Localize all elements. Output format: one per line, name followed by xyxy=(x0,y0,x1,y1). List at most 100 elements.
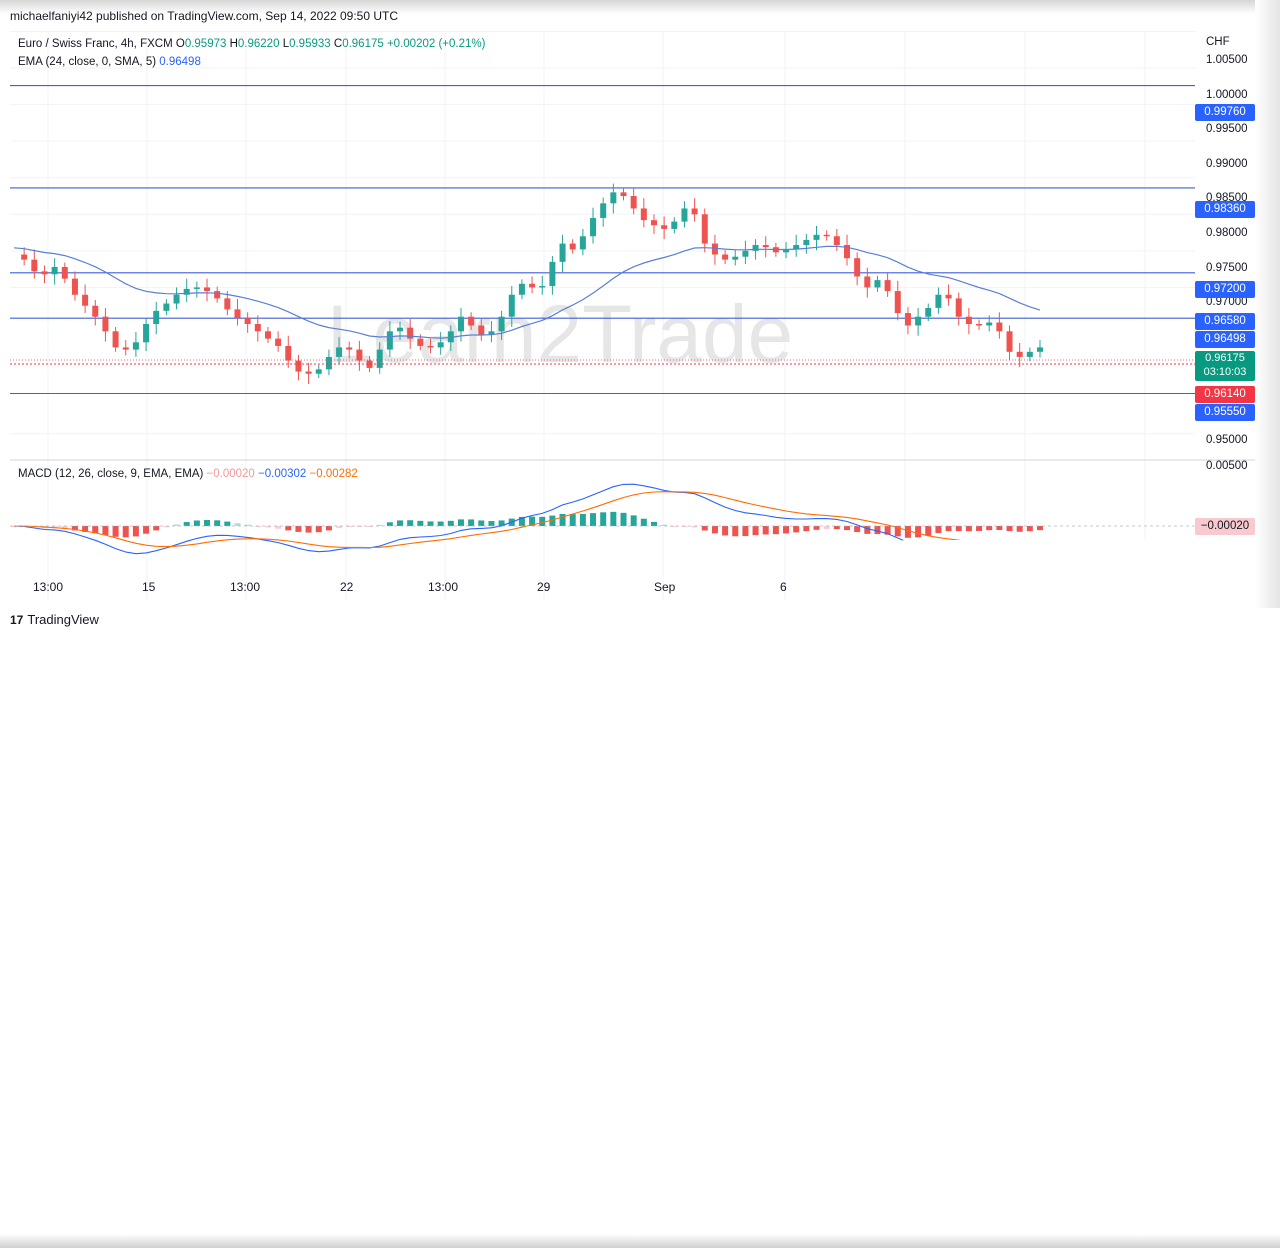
macd-bar xyxy=(823,526,830,529)
candle-body xyxy=(1016,351,1023,357)
macd-bar xyxy=(1006,526,1013,532)
macd-bar xyxy=(529,516,536,526)
macd-bar xyxy=(803,526,810,532)
time-tick: 15 xyxy=(142,580,156,594)
macd-bar xyxy=(711,526,718,534)
horizontal-levels xyxy=(10,85,1195,395)
candle-body xyxy=(224,298,231,310)
macd-bar xyxy=(610,511,617,526)
macd-bar xyxy=(234,523,241,526)
macd-bar xyxy=(447,520,454,526)
candle-body xyxy=(579,236,586,250)
signal-line xyxy=(13,491,1041,551)
time-tick: 22 xyxy=(340,580,354,594)
candle-body xyxy=(640,208,647,221)
candle-body xyxy=(630,196,637,209)
macd-bar xyxy=(183,522,190,526)
candle-body xyxy=(935,294,942,308)
macd-bar xyxy=(417,520,424,526)
tradingview-logo[interactable]: 17 TradingView xyxy=(10,612,99,627)
macd-bar xyxy=(752,526,759,536)
time-tick: 13:00 xyxy=(230,580,261,594)
level-label-0.96580[interactable]: 0.96580 xyxy=(1195,313,1255,330)
macd-legend[interactable]: MACD (12, 26, close, 9, EMA, EMA) −0.000… xyxy=(18,468,358,480)
symbol-legend[interactable]: Euro / Swiss Franc, 4h, FXCM O0.95973 H0… xyxy=(18,38,485,50)
candle-body xyxy=(549,261,556,286)
macd-bar xyxy=(701,526,708,531)
bid-price-label[interactable]: 0.96140 xyxy=(1195,386,1255,403)
macd-bar xyxy=(772,526,779,535)
last-price-label[interactable]: 0.96175 03:10:03 xyxy=(1195,351,1255,381)
candle-body xyxy=(386,331,393,350)
macd-bar xyxy=(854,526,861,533)
macd-bar xyxy=(1026,526,1033,532)
candle-body xyxy=(254,324,261,332)
level-label-0.95550[interactable]: 0.95550 xyxy=(1195,404,1255,421)
low-value: 0.95933 xyxy=(289,38,331,50)
macd-bar xyxy=(366,526,373,527)
macd-bar xyxy=(386,522,393,526)
macd-bar xyxy=(843,526,850,531)
change-value: +0.00202 (+0.21%) xyxy=(386,38,486,50)
macd-bar xyxy=(163,526,170,528)
candle-body xyxy=(407,327,414,339)
candle-body xyxy=(925,307,932,317)
macd-bar xyxy=(112,526,119,537)
level-label-0.97200[interactable]: 0.97200 xyxy=(1195,281,1255,298)
candle-body xyxy=(51,266,58,275)
macd-axis-top: 0.00500 xyxy=(1206,460,1248,472)
macd-bar xyxy=(813,526,820,530)
price-tick: 0.98000 xyxy=(1206,227,1248,239)
level-label-0.99760[interactable]: 0.99760 xyxy=(1195,104,1255,121)
ema-price-label[interactable]: 0.96498 xyxy=(1195,331,1255,348)
candle-body xyxy=(681,208,688,222)
macd-bar xyxy=(518,516,525,526)
candle-body xyxy=(793,245,800,250)
macd-bar xyxy=(143,526,150,534)
published-by: michaelfaniyi42 published on TradingView… xyxy=(10,9,399,23)
candle-body xyxy=(447,331,454,343)
candle-body xyxy=(315,369,322,374)
macd-bar xyxy=(884,526,891,535)
candle-body xyxy=(823,234,830,237)
candle-body xyxy=(955,298,962,317)
chart-canvas[interactable]: Learn2Trade xyxy=(0,0,1280,640)
open-value: 0.95973 xyxy=(184,38,227,50)
macd-line xyxy=(13,483,1041,555)
currency-label: CHF xyxy=(1206,36,1230,48)
price-tick: 0.95000 xyxy=(1206,434,1248,446)
macd-bar xyxy=(620,512,627,526)
macd-bar xyxy=(986,526,993,531)
macd-axis-label[interactable]: −0.00020 xyxy=(1195,518,1255,535)
candle-body xyxy=(234,309,241,319)
candle-body xyxy=(813,234,820,240)
last-price-value: 0.96175 xyxy=(1205,352,1245,364)
macd-bar xyxy=(407,520,414,526)
candle-body xyxy=(508,294,515,317)
macd-bar xyxy=(82,526,89,532)
candle-body xyxy=(722,254,729,260)
candle-body xyxy=(650,220,657,226)
macd-bar xyxy=(153,526,160,531)
footer xyxy=(0,608,1280,1248)
macd-bar xyxy=(996,526,1003,530)
candle-body xyxy=(976,324,983,326)
ema-legend[interactable]: EMA (24, close, 0, SMA, 5) 0.96498 xyxy=(18,56,201,68)
level-label-0.98360[interactable]: 0.98360 xyxy=(1195,201,1255,218)
candle-body xyxy=(559,243,566,262)
footer-shade xyxy=(0,1234,1280,1248)
macd-histogram xyxy=(11,511,1043,538)
candle-body xyxy=(539,285,546,288)
macd-bar xyxy=(325,526,332,531)
candle-body xyxy=(71,278,78,295)
time-tick: 29 xyxy=(537,580,551,594)
macd-bar xyxy=(173,524,180,526)
macd-bar xyxy=(915,526,922,538)
candle-body xyxy=(732,256,739,260)
macd-bar xyxy=(427,521,434,526)
candle-body xyxy=(61,266,68,279)
price-tick: 1.00500 xyxy=(1206,54,1248,66)
candle-body xyxy=(214,291,221,299)
macd-bar xyxy=(214,520,221,526)
macd-bar xyxy=(397,520,404,526)
